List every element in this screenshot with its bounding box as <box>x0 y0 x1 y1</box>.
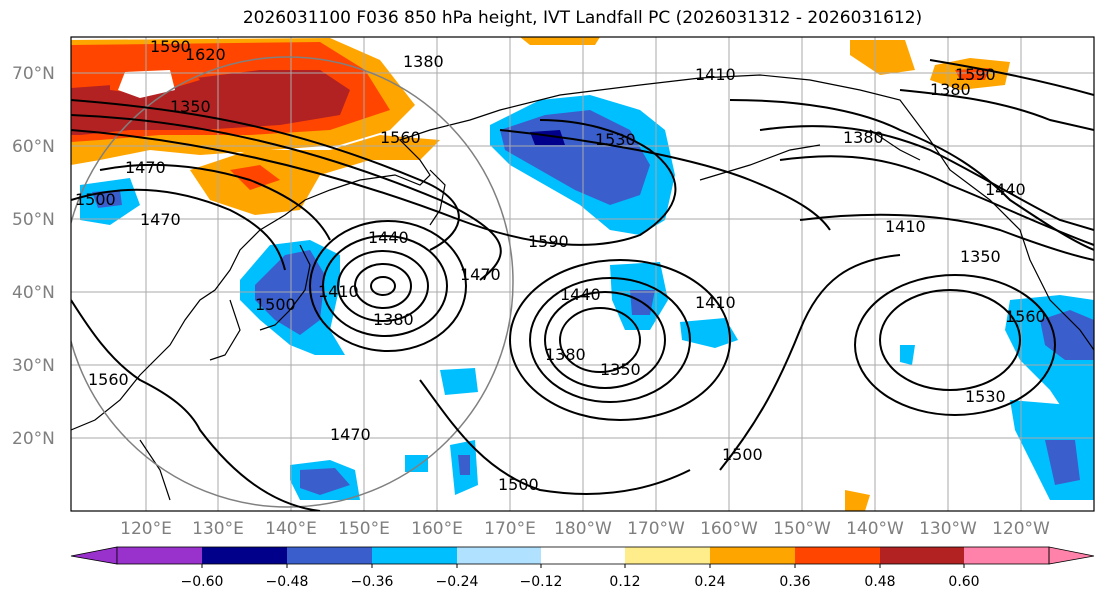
contour-label: 1500 <box>498 475 539 494</box>
lat-label: 60°N <box>12 137 55 157</box>
lon-label: 120°E <box>120 519 172 539</box>
lat-label: 40°N <box>12 283 55 303</box>
colorbar-segment <box>70 546 118 565</box>
colorbar-segment <box>625 547 710 564</box>
contour-label: 1560 <box>1005 307 1046 326</box>
contour-label: 1470 <box>125 158 166 177</box>
colorbar-tick: −0.60 <box>181 574 224 590</box>
lon-label: 140°E <box>265 519 317 539</box>
contour-label: 1530 <box>595 130 636 149</box>
colorbar-segment <box>795 547 880 564</box>
contour-label: 1380 <box>843 128 884 147</box>
map-frame <box>70 36 1095 512</box>
colorbar-tick: −0.12 <box>520 574 563 590</box>
colorbar-segment <box>710 547 795 564</box>
colorbar-segment <box>202 547 287 564</box>
shading-positive-okhotsk <box>190 135 440 215</box>
contour-label: 1500 <box>75 190 116 209</box>
lon-label: 130°E <box>192 519 244 539</box>
colorbar-segment <box>457 547 541 564</box>
lon-label: 130°W <box>919 519 977 539</box>
colorbar-tick: 0.48 <box>864 574 895 590</box>
colorbar-tick: 0.36 <box>779 574 810 590</box>
contour-label: 1590 <box>150 37 191 56</box>
colorbar-segment <box>372 547 457 564</box>
lon-label: 160°W <box>700 519 758 539</box>
shading-positive-alaska <box>850 40 915 75</box>
contour-label: 1530 <box>965 387 1006 406</box>
contour-label: 1380 <box>373 310 414 329</box>
coastlines <box>71 74 1094 501</box>
lon-label: 150°E <box>338 519 390 539</box>
contour-label: 1380 <box>930 80 971 99</box>
contour-label: 1590 <box>955 65 996 84</box>
colorbar-segment <box>880 547 964 564</box>
contour-label: 1350 <box>600 360 641 379</box>
contour-label: 1410 <box>695 65 736 84</box>
contour-label: 1560 <box>380 128 421 147</box>
contour-label: 1470 <box>460 265 501 284</box>
longitude-labels: 120°E 130°E 140°E 150°E 160°E 170°E 180°… <box>120 519 1050 539</box>
colorbar-tick: 0.24 <box>694 574 725 590</box>
contour-label: 1470 <box>330 425 371 444</box>
contour-label: 1500 <box>722 445 763 464</box>
colorbar-tick: 0.12 <box>609 574 640 590</box>
contour-label: 1410 <box>695 293 736 312</box>
colorbar: −0.60 −0.48 −0.36 −0.24 −0.12 0.12 0.24 … <box>70 546 1095 590</box>
lat-label: 20°N <box>12 429 55 449</box>
lat-label: 50°N <box>12 210 55 230</box>
contour-label: 1410 <box>885 217 926 236</box>
lat-label: 70°N <box>12 64 55 84</box>
colorbar-tick: 0.60 <box>948 574 979 590</box>
contour-label: 1350 <box>960 247 1001 266</box>
lon-label: 160°E <box>411 519 463 539</box>
lon-label: 120°W <box>992 519 1050 539</box>
contour-label: 1380 <box>545 345 586 364</box>
colorbar-tick: −0.48 <box>266 574 309 590</box>
height-contours <box>71 59 1094 511</box>
contour-label: 1380 <box>403 52 444 71</box>
colorbar-segment <box>1048 546 1095 565</box>
contour-label: 1440 <box>560 285 601 304</box>
contour-label: 1590 <box>528 232 569 251</box>
contour-label: 1470 <box>140 210 181 229</box>
contour-label: 1440 <box>985 180 1026 199</box>
map-title: 2026031100 F036 850 hPa height, IVT Land… <box>242 8 923 28</box>
latitude-labels: 70°N 60°N 50°N 40°N 30°N 20°N <box>12 64 55 449</box>
lon-label: 170°E <box>484 519 536 539</box>
lon-label: 150°W <box>773 519 831 539</box>
contour-labels: 1590 1620 1350 1380 1410 1560 1530 1380 … <box>75 37 1046 494</box>
graticule <box>71 37 1094 511</box>
colorbar-segment <box>287 547 372 564</box>
lon-label: 140°W <box>846 519 904 539</box>
landfall-radius-ring <box>71 56 514 508</box>
lon-label: 180°W <box>554 519 612 539</box>
colorbar-segment <box>541 547 625 564</box>
contour-label: 1410 <box>318 282 359 301</box>
contour-label: 1350 <box>170 97 211 116</box>
colorbar-segment <box>117 547 202 564</box>
ivt-shading <box>71 37 1094 511</box>
contour-label: 1500 <box>255 295 296 314</box>
colorbar-segment <box>964 547 1049 564</box>
contour-label: 1440 <box>368 228 409 247</box>
colorbar-tick: −0.36 <box>351 574 394 590</box>
colorbar-tick: −0.24 <box>436 574 479 590</box>
lat-label: 30°N <box>12 356 55 376</box>
contour-label: 1620 <box>185 45 226 64</box>
contour-label: 1560 <box>88 370 129 389</box>
lon-label: 170°W <box>627 519 685 539</box>
